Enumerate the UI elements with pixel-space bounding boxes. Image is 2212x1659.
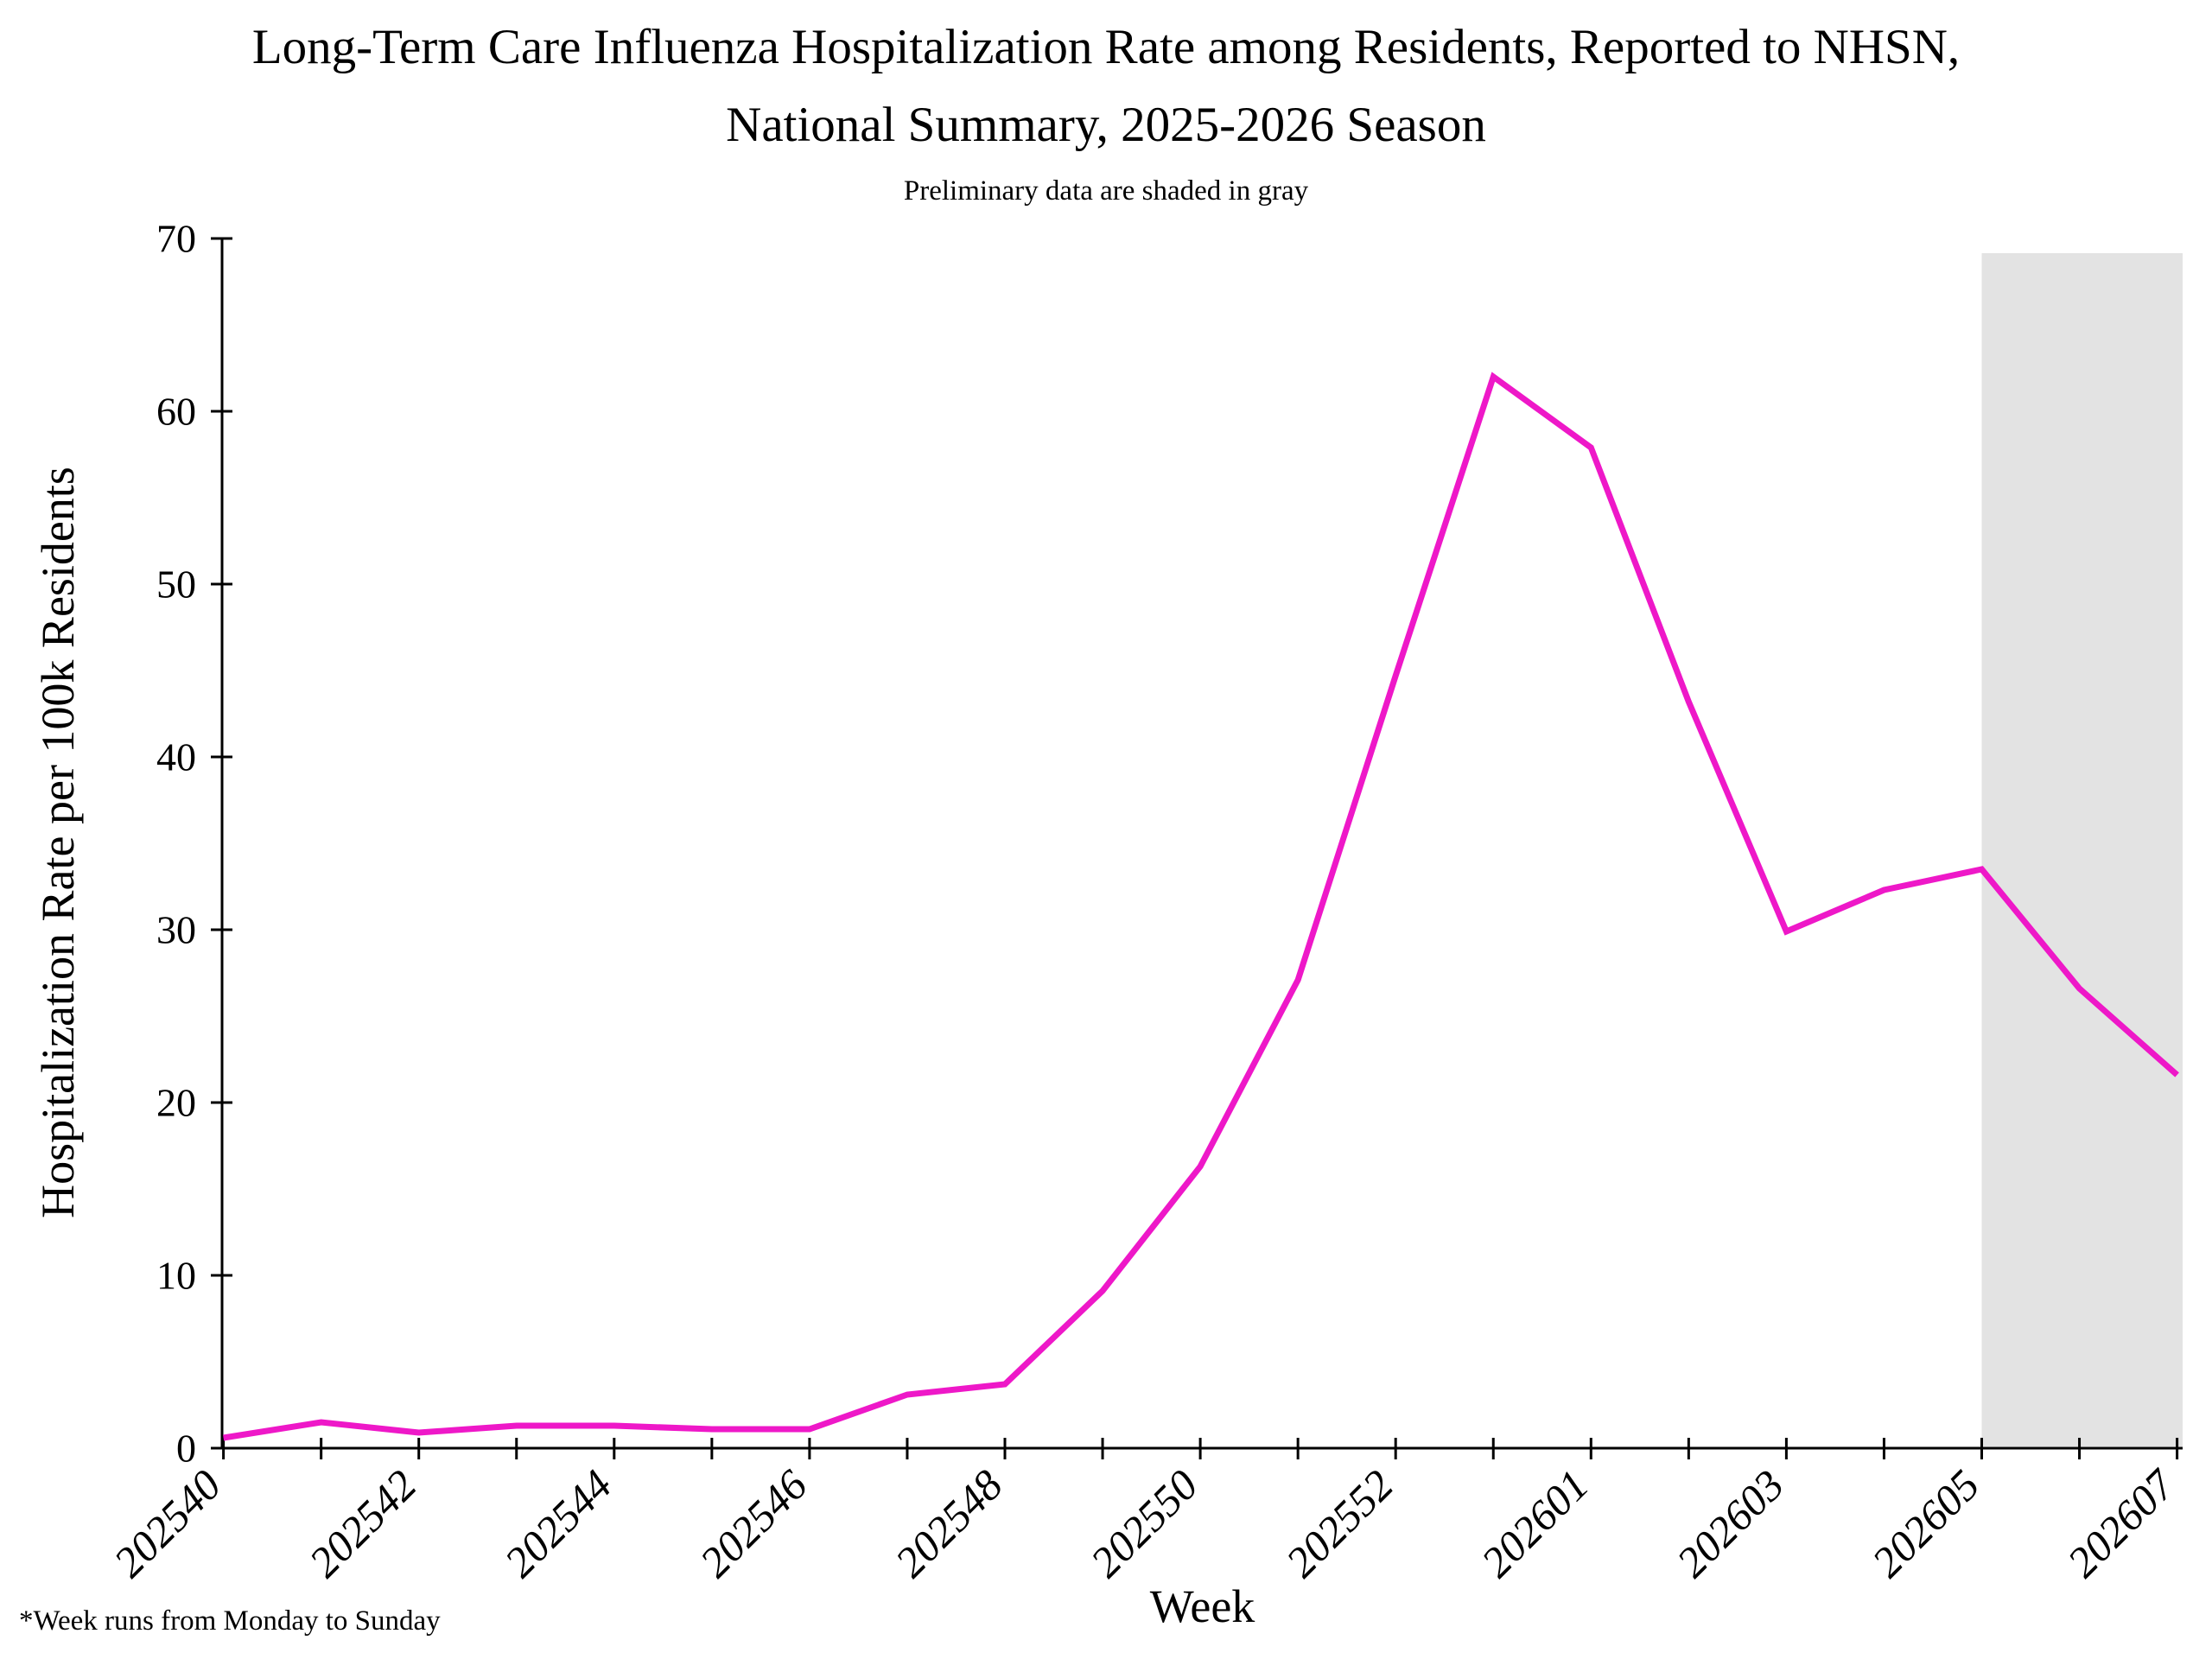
x-tick-label: 202544	[495, 1460, 621, 1586]
chart-title-line1: Long-Term Care Influenza Hospitalization…	[251, 20, 1961, 74]
y-tick-label: 70	[156, 217, 196, 261]
x-tick-label: 202603	[1668, 1460, 1794, 1586]
y-tick-label: 20	[156, 1081, 196, 1125]
chart-title-line2: National Summary, 2025-2026 Season	[726, 98, 1486, 152]
x-tick-label: 202548	[886, 1460, 1012, 1586]
x-tick-label: 202540	[105, 1460, 231, 1586]
chart-subtitle: Preliminary data are shaded in gray	[903, 175, 1309, 207]
y-tick-label: 50	[156, 563, 196, 607]
x-tick-label: 202542	[300, 1460, 426, 1586]
x-tick-label: 202550	[1081, 1460, 1207, 1586]
x-axis-label: Week	[1149, 1580, 1255, 1632]
hospitalization-rate-line	[223, 372, 2179, 1441]
y-axis-label: Hospitalization Rate per 100k Residents	[32, 467, 84, 1218]
y-tick-label: 30	[156, 908, 196, 952]
x-tick-label: 202552	[1276, 1460, 1402, 1586]
x-tick-label: 202546	[690, 1460, 817, 1586]
y-tick-label: 0	[176, 1427, 196, 1471]
x-tick-label: 202601	[1471, 1460, 1598, 1586]
y-tick-label: 40	[156, 735, 196, 779]
y-tick-label: 60	[156, 390, 196, 434]
x-tick-label: 202605	[1863, 1460, 1989, 1586]
y-tick-label: 10	[156, 1254, 196, 1298]
x-tick-label: 202607	[2058, 1459, 2185, 1586]
preliminary-region	[1981, 253, 2183, 1446]
footnote: *Week runs from Monday to Sunday	[19, 1605, 441, 1637]
